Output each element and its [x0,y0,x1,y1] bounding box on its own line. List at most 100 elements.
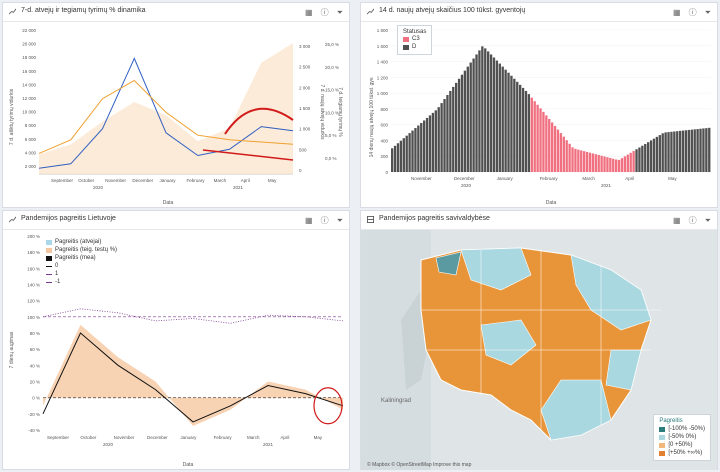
region-blue-east[interactable] [570,254,652,331]
y-tick-label: 60 % [30,347,40,352]
y3-tick-label: 10,0 % [325,110,339,115]
bar [600,155,603,172]
table-icon[interactable]: ▦ [673,8,681,17]
bar [475,54,478,172]
bar [708,127,711,172]
table-icon[interactable]: ▦ [673,216,681,225]
legend-item: Pagreitis (atvejai) [55,239,102,245]
bar [559,133,563,172]
legend-item: [-100% -50%) [668,426,705,432]
map-icon [367,216,374,223]
trend-annotation-down [202,149,294,161]
panel-header: Pandemijos pagreitis Lietuvoje ▦ ⓘ ⏷ [3,211,349,230]
table-icon[interactable]: ▦ [305,8,313,17]
y-axis-label-right1: 7 d. naujų atvejų vidurkis [319,84,325,140]
map-attribution[interactable]: © Mapbox © OpenStreetMap Improve this ma… [367,461,472,468]
legend-item: 0 [55,263,59,269]
city-label-kaliningrad: Kaliningrad [381,398,411,404]
bar [562,136,565,172]
y-tick-label: 160 % [27,266,40,271]
bar [699,128,702,172]
purple-dotted-line [42,308,344,324]
bar [434,110,437,172]
bar [463,70,467,172]
y-tick-label: 6 000 [25,137,37,142]
bar [539,108,542,172]
bar [661,133,664,172]
bar [612,158,615,172]
bar [577,149,580,172]
region-blue-north[interactable] [460,247,532,291]
bar [425,117,429,172]
y-tick-label: 1 000 [377,91,389,96]
bar [649,140,653,172]
bar [580,150,583,172]
bar [652,138,656,172]
bar [568,143,571,172]
table-icon[interactable]: ▦ [305,216,313,225]
y-axis-label: 14 dienų naujų atvejų 100 tūkst. gyv. [369,77,375,158]
x-axis-label: Data [546,200,557,206]
region-blue-southeast[interactable] [605,349,642,391]
panel-title: 7-d. atvejų ir tegiamų tyrimų % dinamika [21,7,146,14]
legend-item: C3 [412,36,420,42]
filter-icon[interactable]: ⏷ [704,216,711,225]
y-tick-label: 0 % [32,396,40,401]
incidence-chart: 14 dienų naujų atvejų 100 tūkst. gyv. Da… [369,28,711,206]
y-axis-label: 7 dienų augimas [9,331,15,368]
x-tick-label: May [314,435,323,440]
y-tick-label: 100 % [27,315,40,320]
filter-icon[interactable]: ⏷ [336,216,343,225]
bar [487,51,490,173]
acceleration-legend: Pagreitis (atvejai) Pagreitis (teig. tes… [41,235,123,289]
filter-icon[interactable]: ⏷ [336,8,343,17]
y-tick-label: 10 000 [22,110,36,115]
year-label: 2020 [103,442,114,447]
x-tick-label: April [280,435,289,440]
bar [664,132,667,172]
y-tick-label: 4 000 [25,150,37,155]
municipality-map[interactable]: Kaliningrad © Mapbox © OpenStreetMap Imp… [361,230,717,470]
legend-title: Pagreitis [659,418,683,424]
y-tick-label: 140 % [27,283,40,288]
bar [420,123,423,172]
x-tick-label: March [214,178,227,183]
positivity-line [38,79,294,154]
bar [399,140,403,172]
bar [524,90,528,172]
y-tick-label: 40 % [30,363,40,368]
bar [507,72,510,172]
bar [687,129,691,172]
info-icon[interactable]: ⓘ [320,216,329,225]
bar [504,69,507,172]
panel-title: Pandemijos pagreitis savivaldybėse [379,215,490,222]
y3-tick-label: 0,0 % [325,156,337,161]
bar [693,129,696,172]
bar [615,159,618,172]
bar [629,152,632,172]
bar [641,145,644,172]
panel-header: 14 d. naujų atvejų skaičius 100 tūkst. g… [361,3,717,22]
x-tick-label: November [411,176,432,181]
bar [513,78,516,172]
bar [658,135,661,172]
legend-item: D [412,44,417,50]
info-icon[interactable]: ⓘ [688,8,697,17]
year-label: 2021 [601,183,612,188]
bar [632,151,635,172]
chart-line-icon [367,8,374,15]
bar [521,87,525,172]
y-axis-label-left: 7 d. atliktų tyrimų vidurkis [9,88,15,145]
cases-line [38,57,294,169]
x-tick-label: January [180,435,197,440]
bar [536,104,539,172]
filter-icon[interactable]: ⏷ [704,8,711,17]
info-icon[interactable]: ⓘ [320,8,329,17]
panel-header: Pandemijos pagreitis savivaldybėse ▦ ⓘ ⏷ [361,211,717,230]
bar [673,131,676,172]
bar [443,99,446,172]
info-icon[interactable]: ⓘ [688,216,697,225]
region-teal-northwest[interactable] [435,251,462,276]
bar [492,57,496,172]
x-tick-label: February [187,178,206,183]
